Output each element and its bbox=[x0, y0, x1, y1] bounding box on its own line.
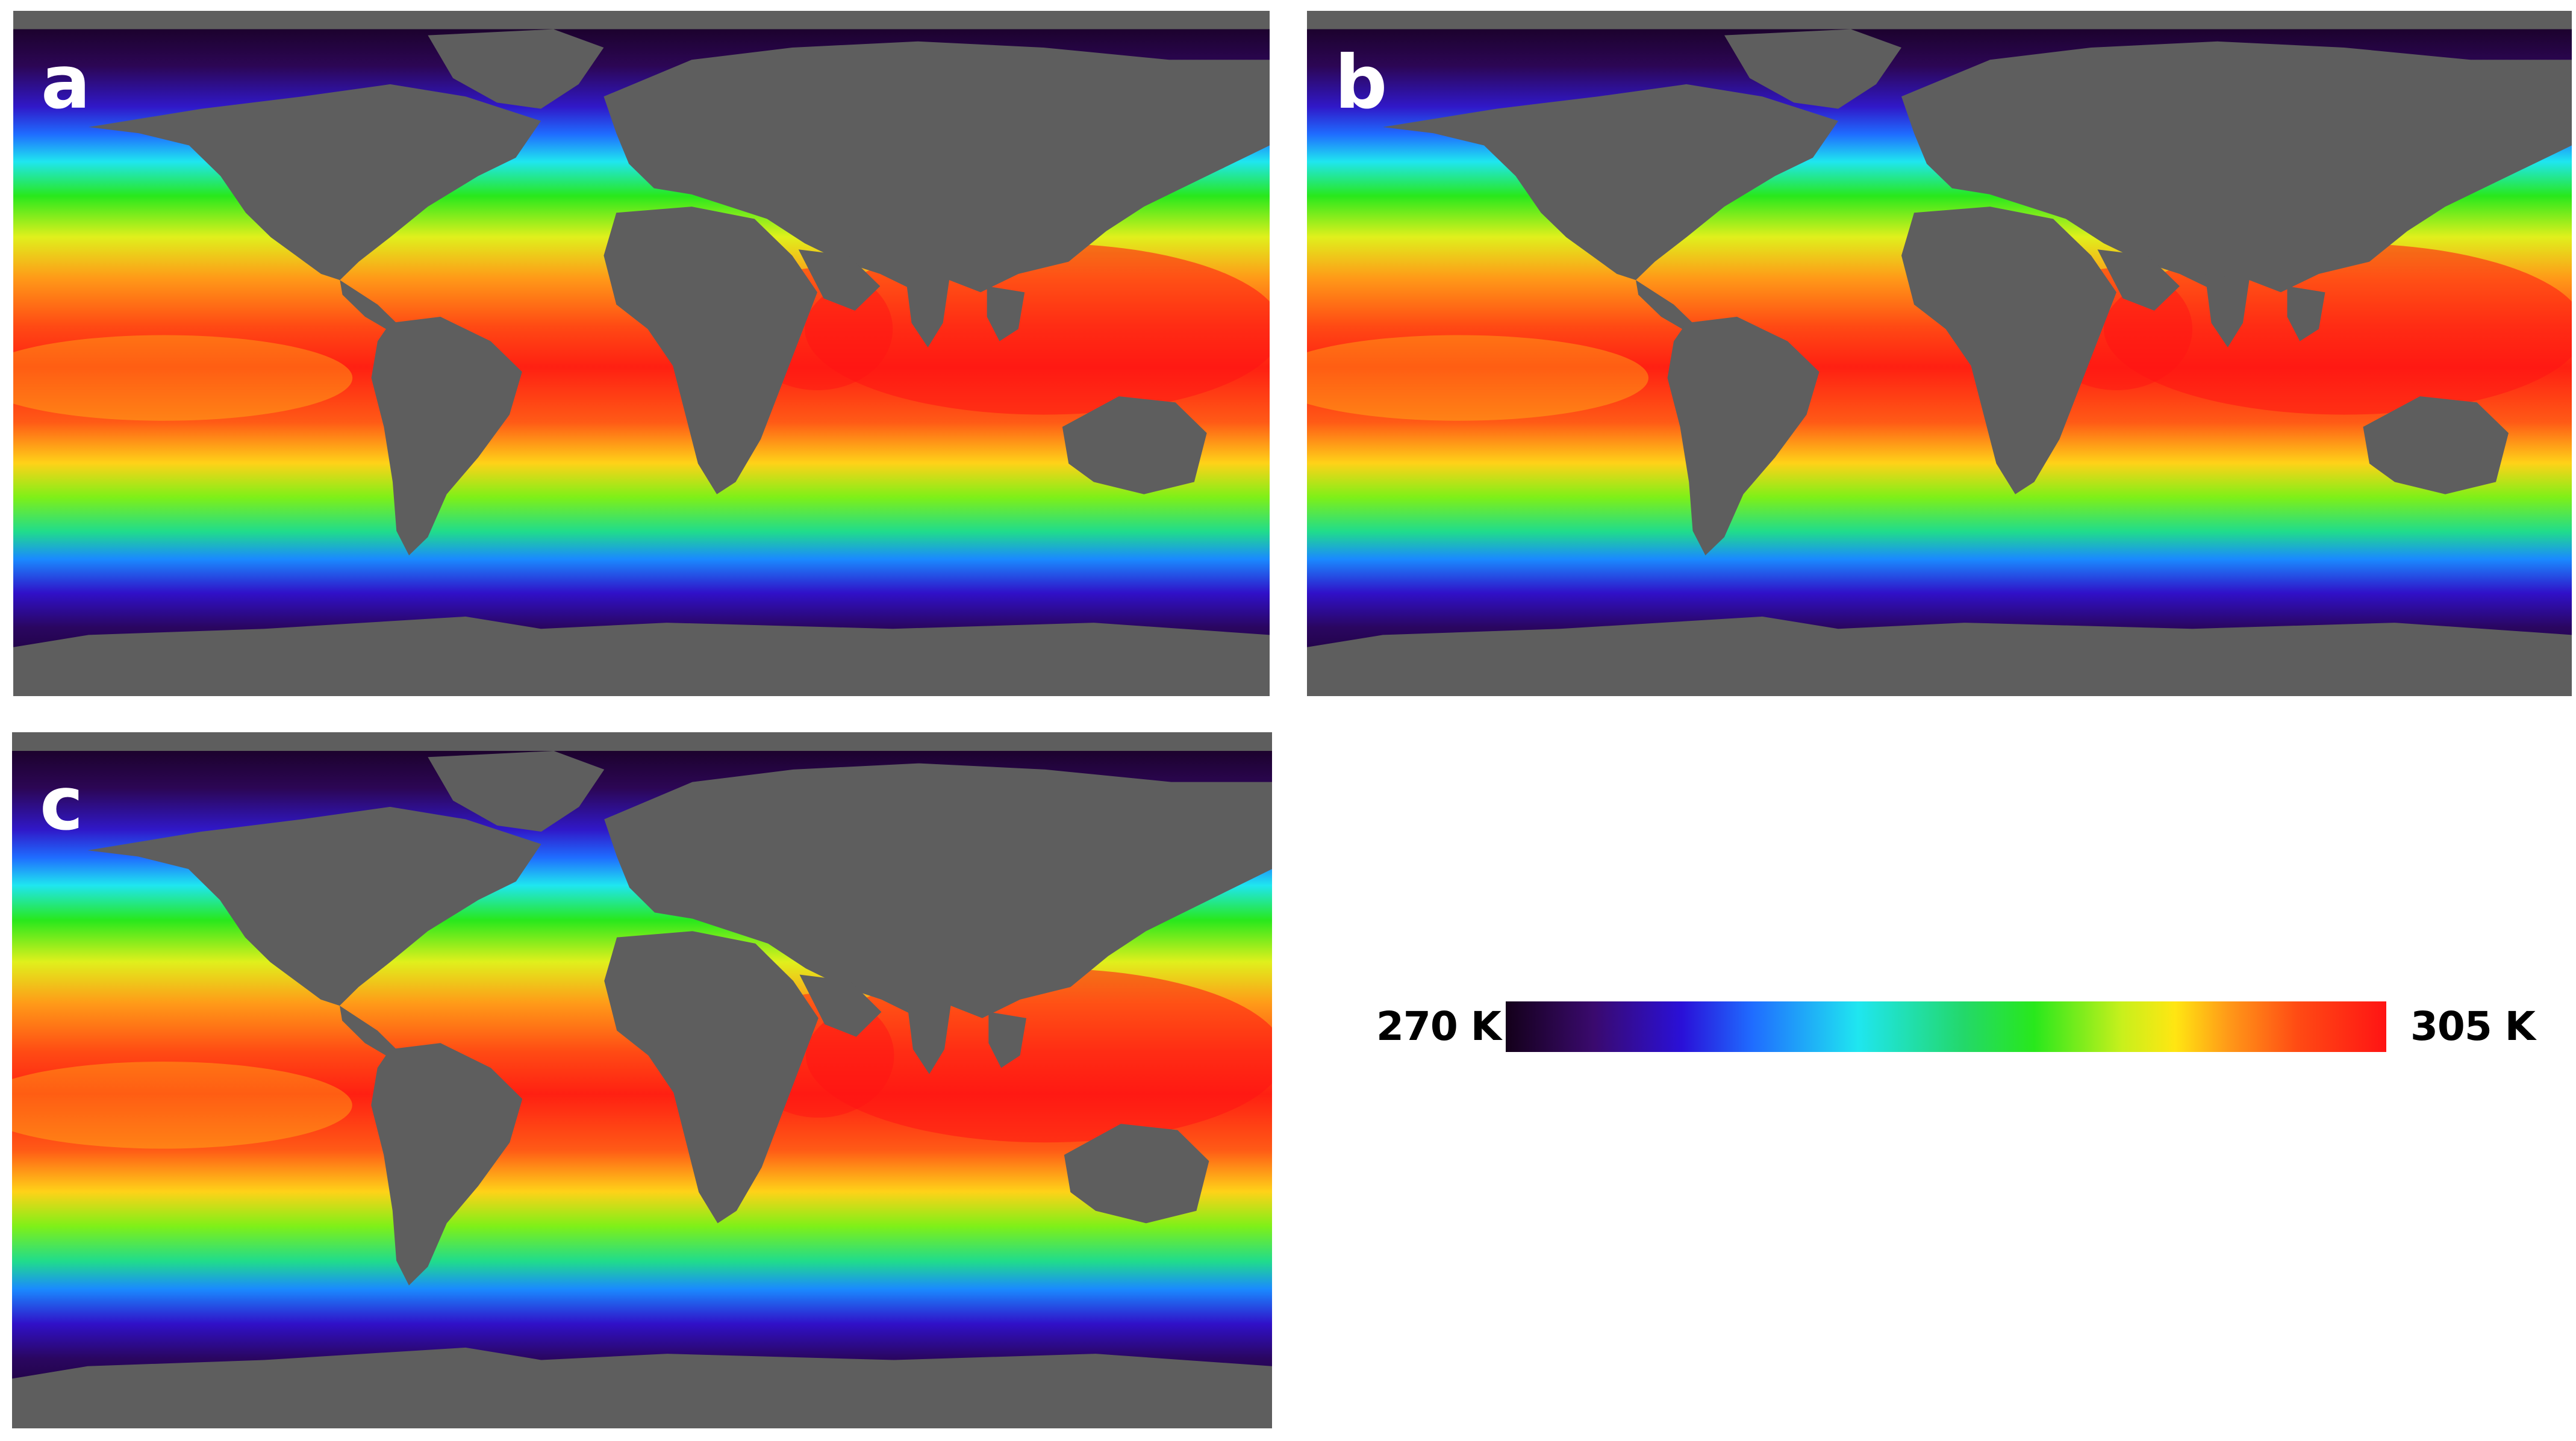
panel-b: b bbox=[1307, 11, 2572, 696]
panel-c: c bbox=[12, 732, 1272, 1428]
sst-map-a bbox=[13, 11, 1270, 696]
panel-a: a bbox=[13, 11, 1270, 696]
panel-label-b: b bbox=[1335, 40, 1388, 125]
colorbar-min-label: 270 K bbox=[1376, 1003, 1502, 1050]
colorbar-max-label: 305 K bbox=[2410, 1003, 2536, 1050]
panel-label-a: a bbox=[41, 40, 91, 125]
sst-map-c bbox=[12, 732, 1272, 1428]
sst-map-b bbox=[1307, 11, 2572, 696]
colorbar bbox=[1506, 1001, 2386, 1052]
panel-label-c: c bbox=[40, 761, 84, 847]
